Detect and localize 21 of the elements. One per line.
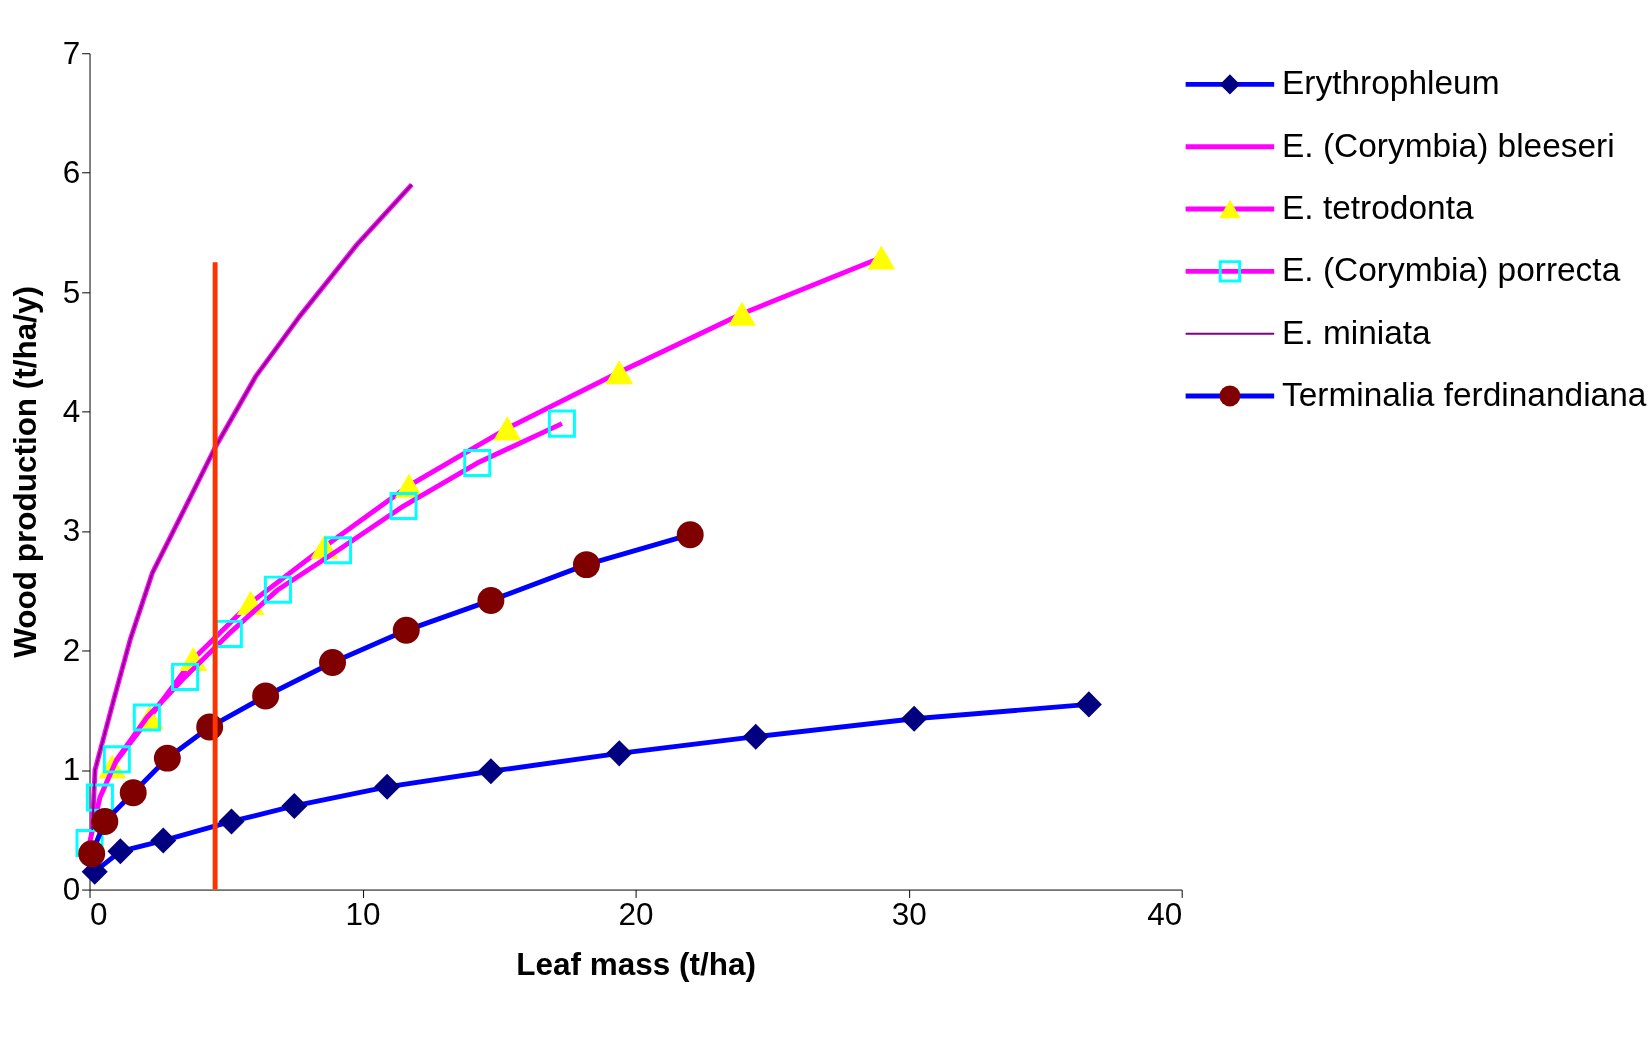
- y-tick-label: 0: [62, 871, 81, 907]
- y-axis-title: Wood production (t/ha/y): [8, 286, 44, 658]
- x-axis-title: Leaf mass (t/ha): [516, 946, 756, 982]
- legend-label: Terminalia ferdinandiana: [1282, 375, 1647, 413]
- y-tick-label: 4: [62, 394, 81, 429]
- x-tick-label: 40: [1147, 896, 1183, 932]
- y-tick-label: 2: [62, 632, 81, 668]
- y-tick-label: 1: [62, 752, 81, 788]
- legend-label: E. (Corymbia) porrecta: [1282, 251, 1621, 289]
- legend-label: Erythrophleum: [1282, 64, 1500, 102]
- y-tick-label: 6: [62, 155, 81, 191]
- x-tick-label: 20: [618, 896, 654, 932]
- x-tick-label: 0: [90, 896, 108, 932]
- y-tick-label: 7: [62, 35, 81, 71]
- legend-label: E. tetrodonta: [1282, 188, 1474, 226]
- legend-label: E. (Corymbia) bleeseri: [1282, 126, 1615, 164]
- x-tick-label: 10: [345, 896, 381, 932]
- y-tick-label: 5: [62, 274, 81, 310]
- x-tick-label: 30: [891, 896, 927, 932]
- legend-label: E. miniata: [1282, 313, 1432, 351]
- y-tick-label: 3: [62, 513, 81, 549]
